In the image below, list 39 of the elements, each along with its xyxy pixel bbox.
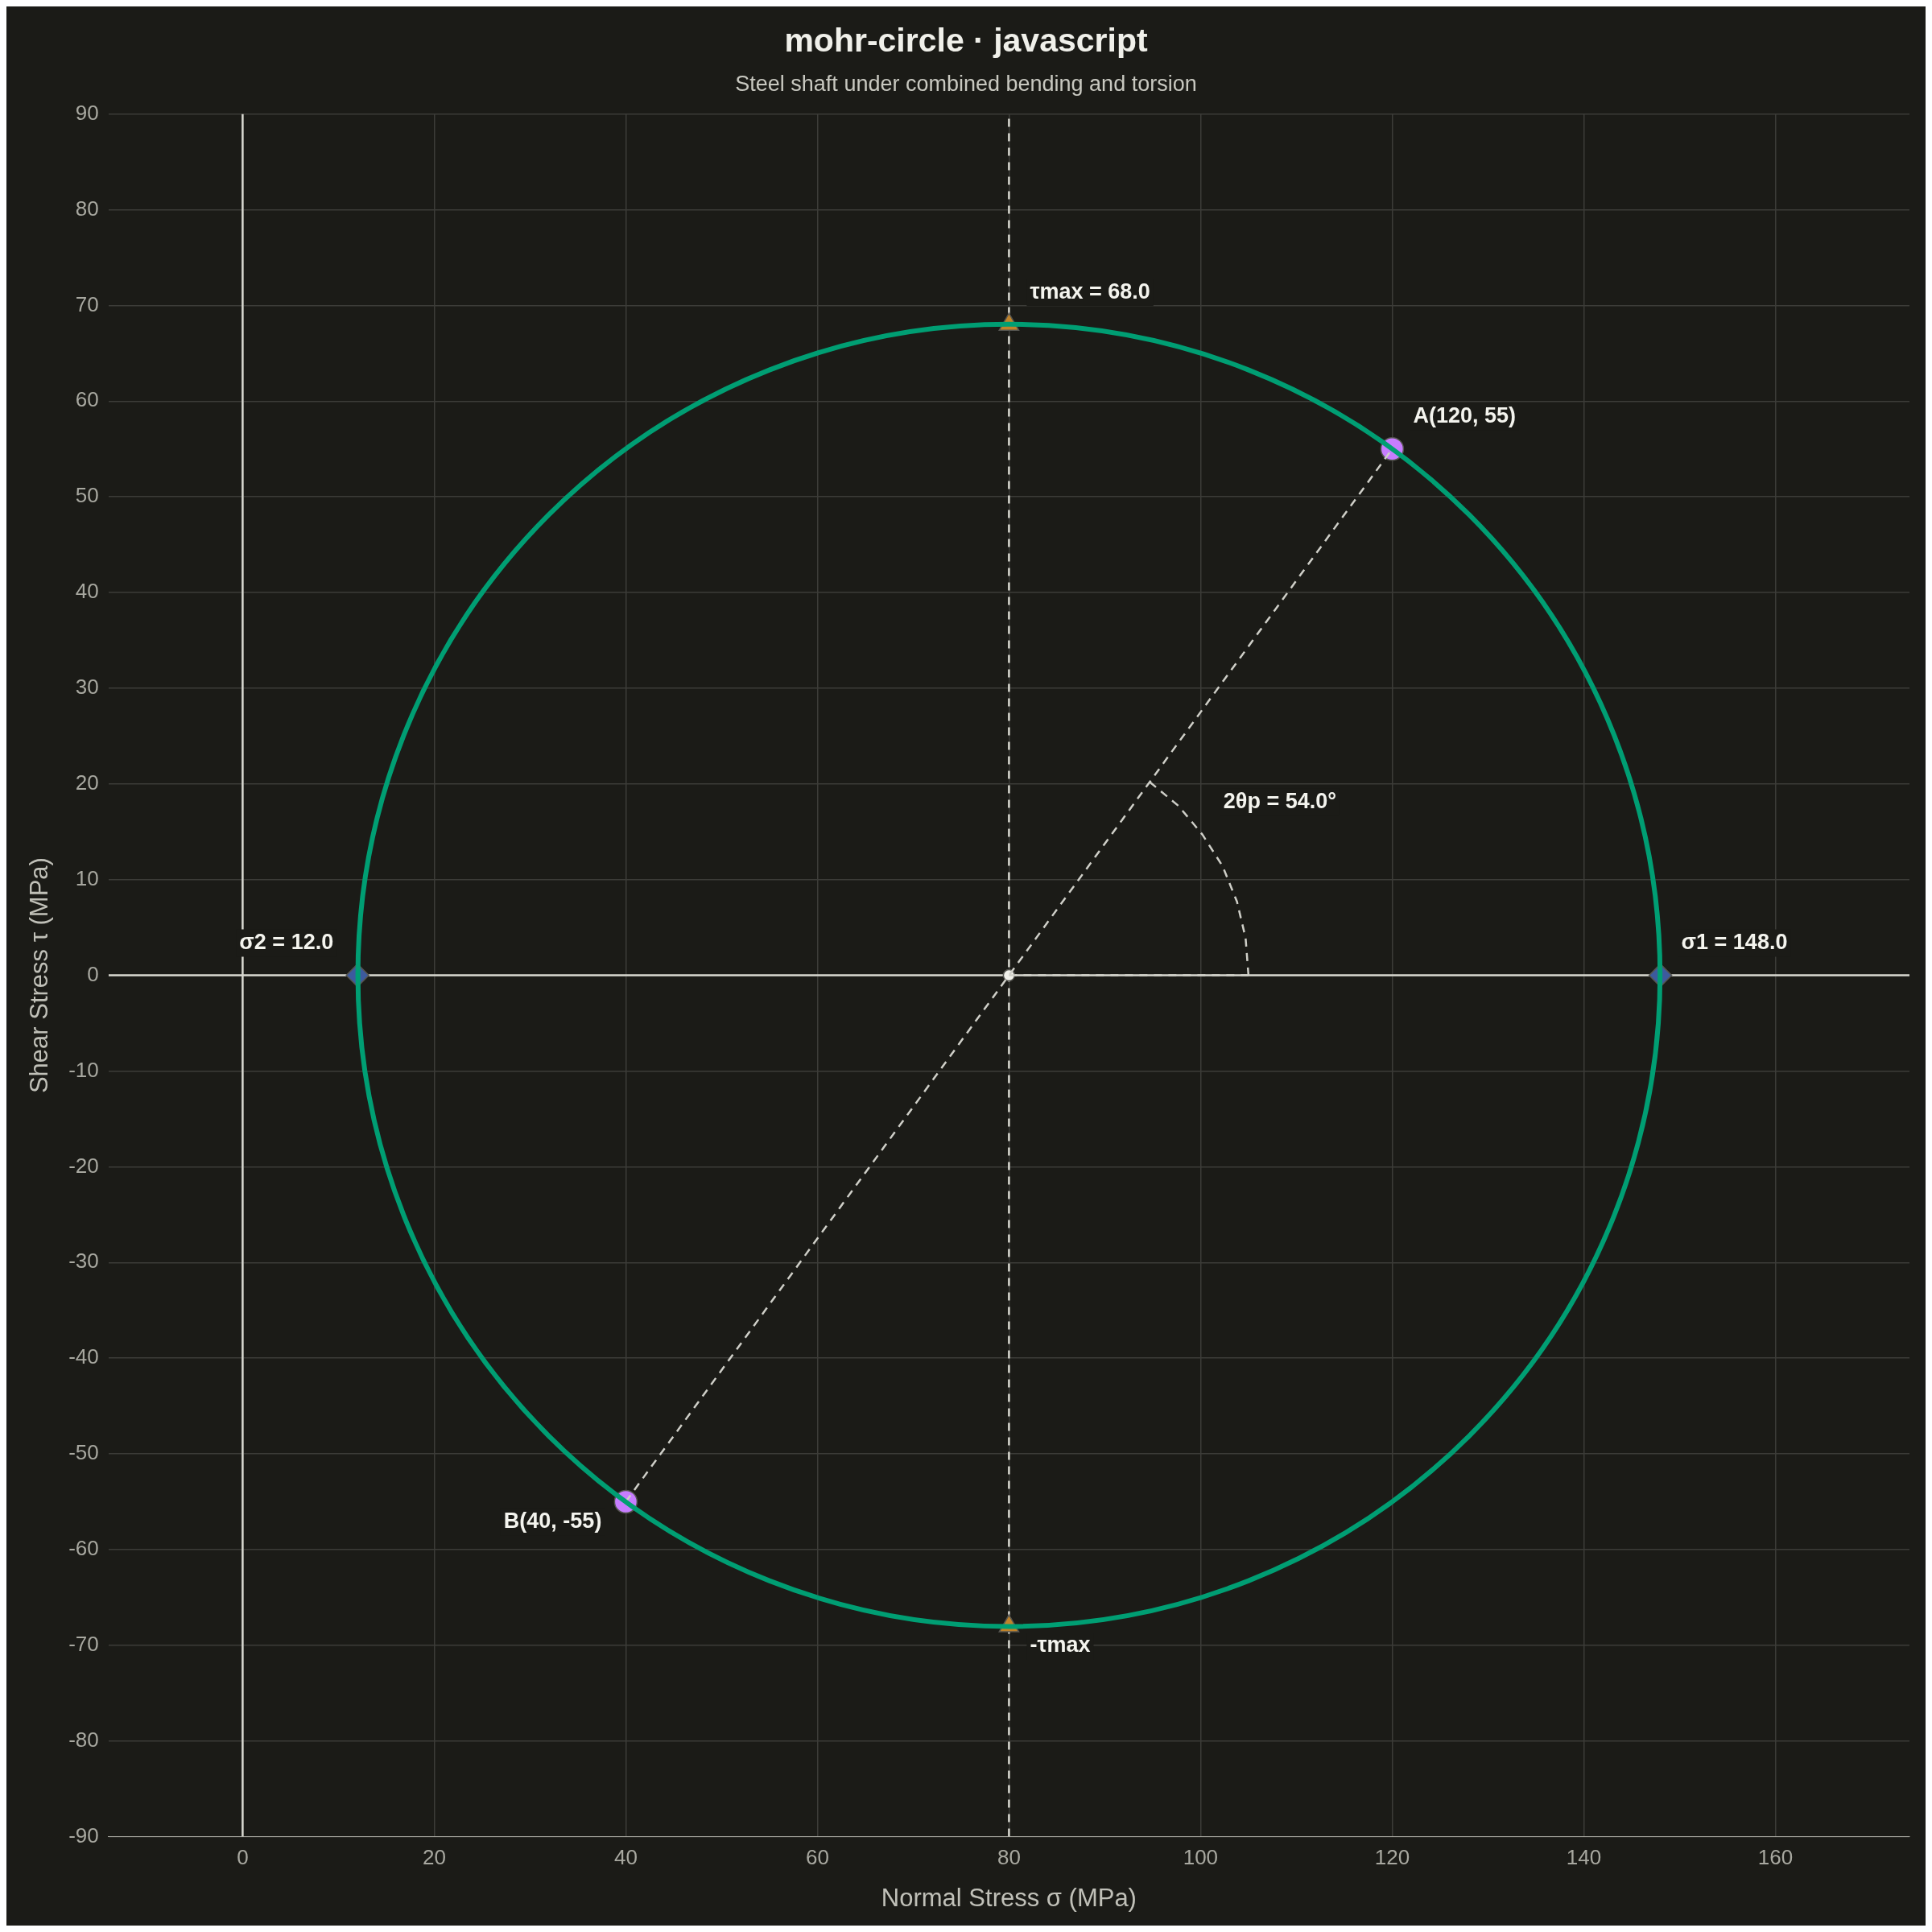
x-tick-label: 120 xyxy=(1374,1845,1410,1870)
annotation: -τmax xyxy=(1030,1633,1091,1657)
y-tick-label: 70 xyxy=(75,291,99,316)
annotation: σ1 = 148.0 xyxy=(1681,930,1788,955)
y-tick-label: 50 xyxy=(75,483,99,508)
y-tick-label: -20 xyxy=(68,1153,99,1178)
annotation: τmax = 68.0 xyxy=(1030,279,1150,303)
y-tick-label: 80 xyxy=(75,196,99,221)
x-tick-label: 160 xyxy=(1757,1845,1794,1870)
y-tick-label: 90 xyxy=(75,100,99,125)
y-tick-label: 60 xyxy=(75,387,99,412)
annotation: A(120, 55) xyxy=(1413,403,1516,428)
y-tick-label: -80 xyxy=(68,1727,99,1752)
x-tick-label: 140 xyxy=(1566,1845,1602,1870)
chart-subtitle: Steel shaft under combined bending and torsion xyxy=(735,71,1197,96)
chart-title: mohr-circle · javascript xyxy=(784,21,1148,59)
y-tick-label: -60 xyxy=(68,1536,99,1561)
y-axis-title: Shear Stress τ (MPa) xyxy=(25,857,54,1094)
annotation: σ2 = 12.0 xyxy=(239,930,334,955)
x-tick-label: 40 xyxy=(613,1845,638,1870)
y-tick-label: -70 xyxy=(68,1631,99,1656)
x-tick-label: 80 xyxy=(997,1845,1021,1870)
y-tick-label: -30 xyxy=(68,1249,99,1274)
y-tick-label: 10 xyxy=(75,865,99,890)
y-tick-label: 0 xyxy=(87,961,99,986)
y-tick-label: -90 xyxy=(68,1823,99,1847)
x-tick-label: 100 xyxy=(1183,1845,1219,1870)
y-tick-label: -40 xyxy=(68,1344,99,1369)
annotation: B(40, -55) xyxy=(503,1508,602,1533)
annotation: 2θp = 54.0° xyxy=(1223,789,1337,814)
y-tick-label: -10 xyxy=(68,1057,99,1082)
x-tick-label: 60 xyxy=(805,1845,829,1870)
y-tick-label: 30 xyxy=(75,675,99,700)
x-tick-label: 0 xyxy=(237,1845,249,1870)
y-tick-label: 40 xyxy=(75,579,99,604)
x-tick-label: 20 xyxy=(422,1845,446,1870)
x-axis-title: Normal Stress σ (MPa) xyxy=(881,1883,1137,1912)
y-tick-label: -50 xyxy=(68,1440,99,1465)
y-tick-label: 20 xyxy=(75,770,99,795)
